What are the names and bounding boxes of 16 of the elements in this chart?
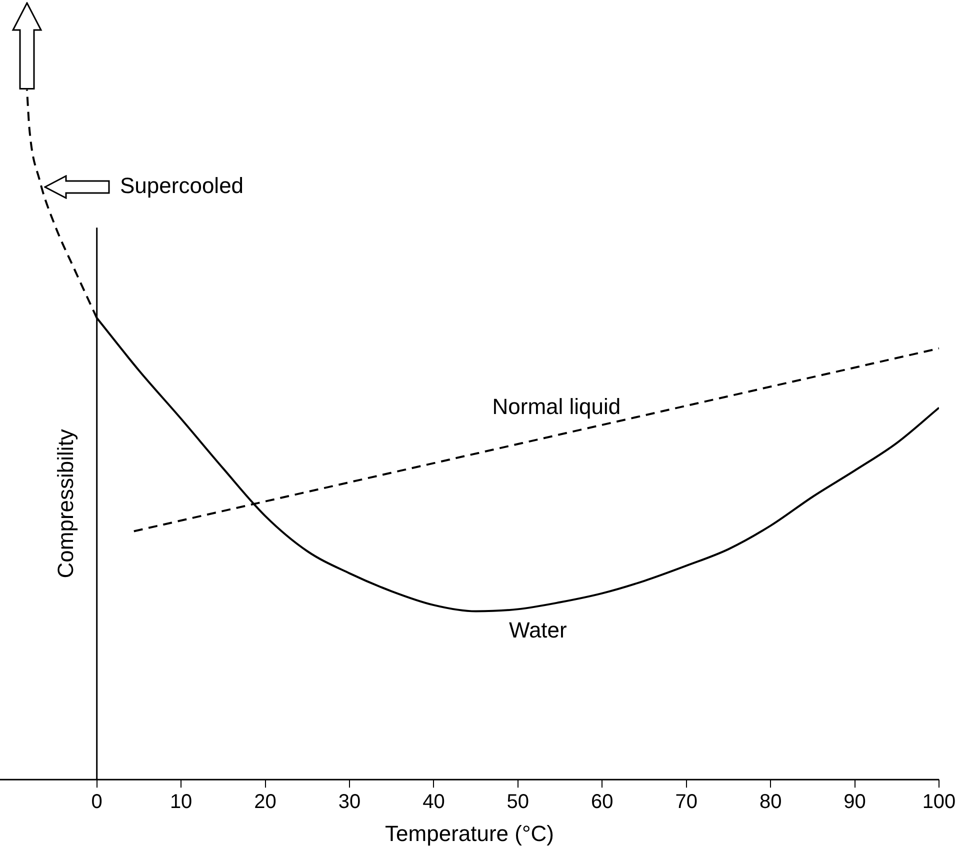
x-tick-label: 80 [759, 791, 782, 814]
series-label: Water [508, 617, 567, 642]
x-tick-label: 60 [591, 791, 614, 814]
x-tick-label: 70 [675, 791, 698, 814]
annotation: Supercooled [120, 173, 244, 198]
x-tick-label: 100 [922, 791, 956, 814]
series-label: Normal liquid [492, 394, 621, 419]
x-tick-label: 10 [170, 791, 192, 814]
x-tick-label: 40 [422, 791, 445, 814]
x-axis-title: Temperature (°C) [385, 820, 554, 846]
x-tick-label: 20 [254, 791, 276, 814]
x-tick-label: 90 [844, 791, 866, 814]
x-tick-label: 50 [506, 791, 530, 814]
y-axis-title: Compressibility [52, 429, 78, 578]
x-tick-label: 30 [338, 791, 361, 814]
x-tick-label: 0 [91, 791, 102, 814]
